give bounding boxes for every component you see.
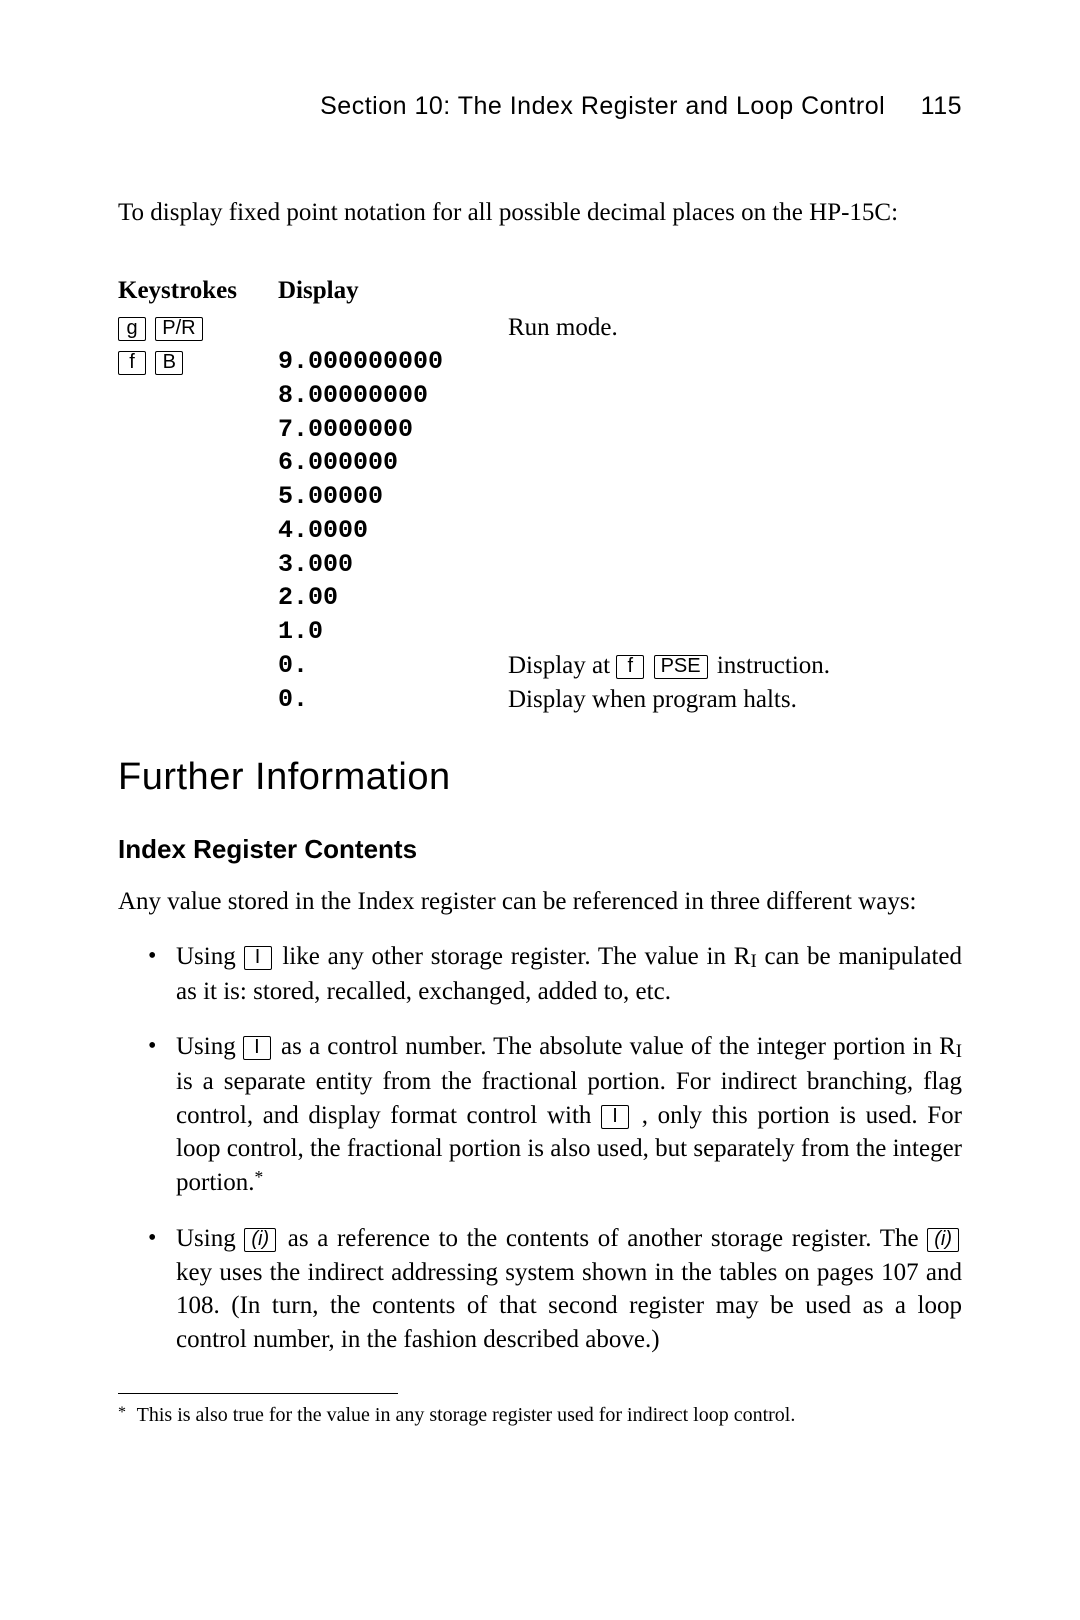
display-value: 8.00000000 — [278, 379, 508, 413]
subsection-heading: Index Register Contents — [118, 832, 962, 867]
display-value: 7.0000000 — [278, 413, 508, 447]
footnote-marker: * — [254, 1167, 263, 1187]
key-f: f — [118, 351, 146, 375]
row-desc: Run mode. — [508, 311, 962, 345]
display-value: 1.0 — [278, 615, 508, 649]
row-desc: Display when program halts. — [508, 683, 962, 717]
page-number: 115 — [921, 92, 962, 120]
intro-paragraph: To display fixed point notation for all … — [118, 196, 962, 230]
display-value: 0. — [278, 649, 508, 683]
display-value: 4.0000 — [278, 514, 508, 548]
list-item: Using I as a control number. The absolut… — [148, 1030, 962, 1199]
bullet-list: Using I like any other storage register.… — [118, 940, 962, 1356]
row-desc: Display at f PSE instruction. — [508, 649, 962, 683]
display-value: 2.00 — [278, 581, 508, 615]
key-pr: P/R — [155, 317, 202, 341]
display-value: 9.000000000 — [278, 345, 508, 379]
display-value — [278, 311, 508, 345]
key-pse: PSE — [654, 655, 708, 679]
display-value: 6.000000 — [278, 446, 508, 480]
col-header-keystrokes: Keystrokes — [118, 274, 278, 308]
section-title: Section 10: The Index Register and Loop … — [320, 92, 885, 120]
key-i: I — [244, 946, 272, 970]
lead-paragraph: Any value stored in the Index register c… — [118, 885, 962, 919]
section-heading: Further Information — [118, 752, 962, 803]
list-item: Using (i) as a reference to the contents… — [148, 1222, 962, 1357]
table-row: f B — [118, 345, 278, 379]
footnote-marker: * — [118, 1404, 126, 1421]
display-value: 3.000 — [278, 548, 508, 582]
key-b: B — [155, 351, 183, 375]
table-row: g P/R — [118, 311, 278, 345]
key-i: I — [243, 1036, 271, 1060]
page-header: Section 10: The Index Register and Loop … — [118, 90, 962, 124]
col-header-display: Display — [278, 274, 508, 308]
list-item: Using I like any other storage register.… — [148, 940, 962, 1008]
keystroke-table: Keystrokes Display g P/R Run mode. f B 9… — [118, 274, 962, 717]
display-value: 5.00000 — [278, 480, 508, 514]
footnote: * This is also true for the value in any… — [118, 1402, 962, 1429]
key-g: g — [118, 317, 146, 341]
key-i-indirect: (i) — [927, 1228, 959, 1252]
row-desc — [508, 345, 962, 379]
key-i-indirect: (i) — [244, 1228, 276, 1252]
key-i: I — [601, 1105, 629, 1129]
display-value: 0. — [278, 683, 508, 717]
footnote-text: This is also true for the value in any s… — [137, 1404, 796, 1426]
key-f: f — [616, 655, 644, 679]
footnote-rule — [118, 1393, 398, 1394]
